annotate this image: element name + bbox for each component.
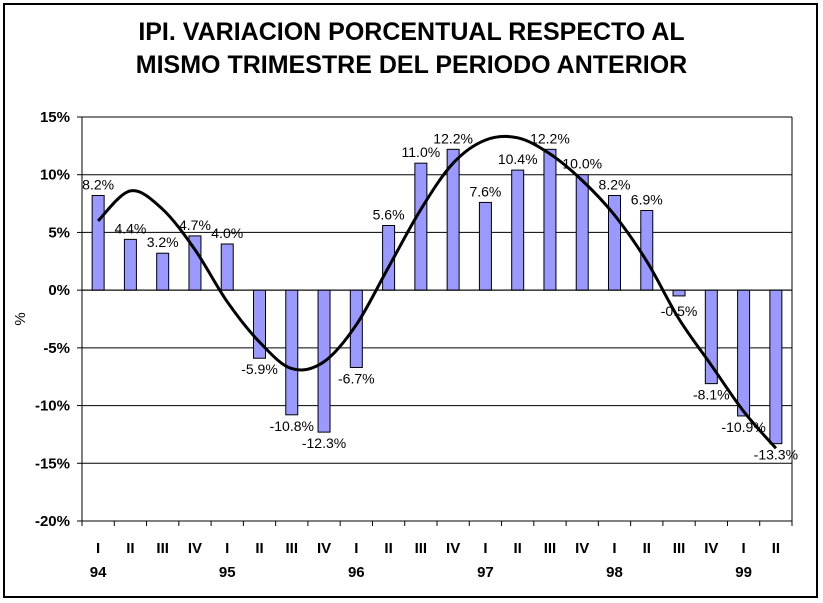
x-tick-label: II [126, 540, 134, 557]
y-tick-label: 0% [48, 282, 70, 299]
bar [737, 289, 751, 417]
y-tick-label: -20% [35, 513, 70, 530]
y-tick-label: -5% [43, 340, 70, 357]
x-tick-label: IV [188, 540, 202, 557]
data-label: 10.0% [562, 156, 602, 172]
bar [769, 289, 783, 445]
data-label: -0.5% [661, 303, 698, 319]
x-tick-label: I [354, 540, 358, 557]
bar [543, 148, 557, 291]
y-axis-label: % [12, 312, 29, 325]
data-label: 6.9% [631, 191, 663, 207]
data-label: -12.3% [302, 435, 346, 451]
data-label: -10.9% [721, 419, 765, 435]
x-tick-label: II [772, 540, 780, 557]
x-tick-label: I [612, 540, 616, 557]
x-tick-label: III [286, 540, 299, 557]
x-tick-label: IV [704, 540, 718, 557]
bar [156, 252, 170, 291]
year-label: 95 [219, 564, 236, 581]
data-label: 7.6% [469, 183, 501, 199]
data-label: -5.9% [241, 361, 278, 377]
data-label: 11.0% [402, 144, 441, 160]
x-tick-label: IV [317, 540, 331, 557]
x-tick-label: III [544, 540, 557, 557]
data-label: -13.3% [754, 447, 798, 463]
trendline [97, 134, 778, 450]
year-label: 99 [735, 564, 752, 581]
axes [77, 116, 793, 526]
data-labels: 8.2% 4.4%3.2%4.7%4.0% -5.9% -10.8%-12.3% -6.… [82, 130, 798, 462]
data-label: 3.2% [147, 234, 179, 250]
chart-title-line-2: MISMO TRIMESTRE DEL PERIODO ANTERIOR [135, 51, 688, 79]
data-label: 4.0% [211, 225, 243, 241]
chart-title: IPI. VARIACION PORCENTUAL RESPECTO AL MI… [0, 16, 823, 82]
y-tick-label: -10% [35, 398, 70, 415]
data-label: -10.8% [270, 418, 314, 434]
bar [640, 209, 654, 291]
data-label: 12.2% [530, 130, 570, 146]
x-tick-label: III [156, 540, 169, 557]
bar [285, 289, 299, 416]
bar [511, 169, 525, 291]
data-label: -8.1% [693, 387, 730, 403]
data-label: -6.7% [338, 370, 375, 386]
data-label: 4.4% [114, 220, 146, 236]
x-tick-label: I [96, 540, 100, 557]
bar [91, 194, 105, 291]
x-tick-label: II [384, 540, 392, 557]
bar [575, 174, 589, 291]
year-label: 97 [477, 564, 494, 581]
x-tick-label: I [742, 540, 746, 557]
year-label: 94 [90, 564, 107, 581]
x-tick-label: III [673, 540, 686, 557]
bar [123, 238, 137, 291]
bar [446, 148, 460, 291]
bar [672, 289, 686, 297]
x-tick-label: I [483, 540, 487, 557]
data-label: 5.6% [373, 207, 405, 223]
x-tick-label: I [225, 540, 229, 557]
bar [414, 162, 428, 291]
x-tick-labels: I II III IV I II III IV I II III IV I II III IV I II III IV… [90, 540, 780, 581]
bar [478, 201, 492, 291]
bar [220, 243, 234, 291]
x-tick-label: II [514, 540, 522, 557]
data-label: 10.4% [498, 151, 538, 167]
y-tick-label: 10% [40, 167, 70, 184]
x-tick-label: IV [446, 540, 460, 557]
trendline-group [97, 134, 778, 450]
data-label: 8.2% [599, 176, 631, 192]
x-tick-label: III [415, 540, 428, 557]
y-tick-label: 5% [48, 224, 70, 241]
y-tick-labels: 15% 10% 5% 0% -5% -10% -15% -20% [35, 109, 70, 530]
x-tick-label: II [643, 540, 651, 557]
x-tick-label: II [255, 540, 263, 557]
year-label: 98 [606, 564, 623, 581]
year-label: 96 [348, 564, 365, 581]
y-tick-label: -15% [35, 455, 70, 472]
data-label: 4.7% [179, 217, 211, 233]
data-label: 8.2% [82, 176, 114, 192]
x-tick-label: IV [575, 540, 589, 557]
chart-frame [3, 3, 818, 598]
data-label: 12.2% [433, 130, 473, 146]
chart-title-line-1: IPI. VARIACION PORCENTUAL RESPECTO AL [138, 18, 685, 46]
y-tick-label: 15% [40, 109, 70, 126]
bars [91, 148, 783, 445]
